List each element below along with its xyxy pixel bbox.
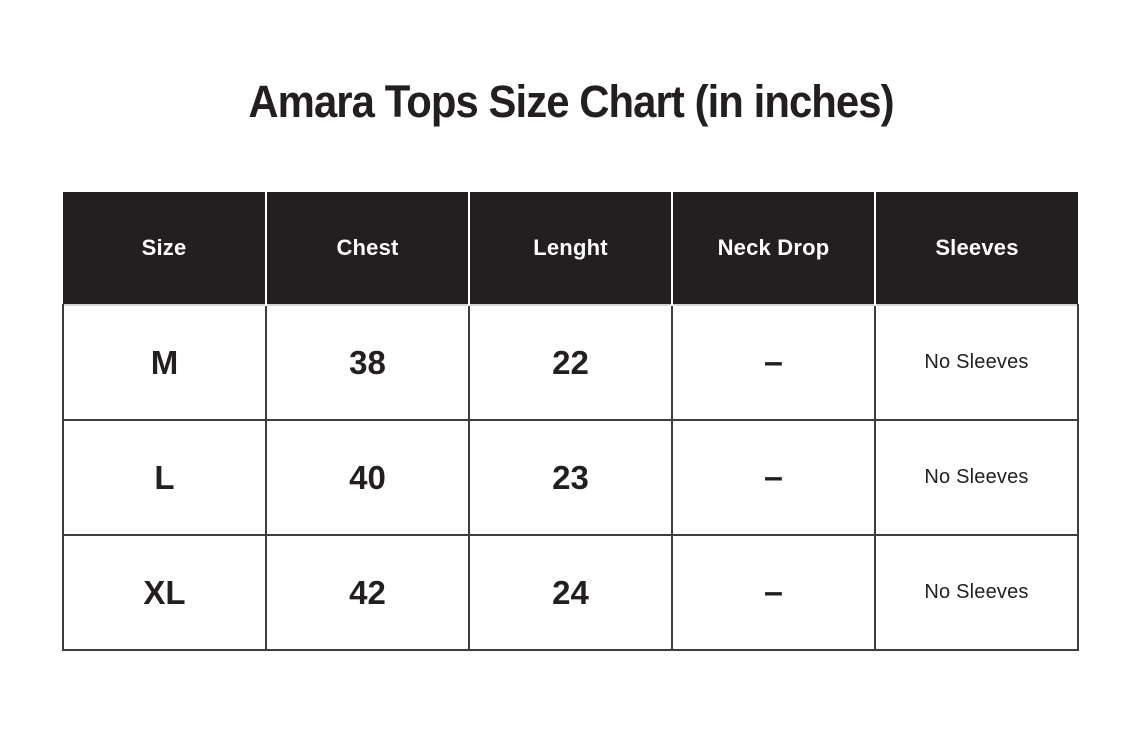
cell-length-l: 23	[468, 419, 673, 536]
column-header-size: Size	[63, 192, 267, 305]
table-row-m: M 38 22 – No Sleeves	[62, 304, 1079, 421]
column-header-chest: Chest	[266, 192, 470, 305]
column-header-neck-drop: Neck Drop	[672, 192, 876, 305]
cell-sleeves-m: No Sleeves	[874, 304, 1079, 421]
page-title: Amara Tops Size Chart (in inches)	[248, 76, 894, 127]
cell-chest-l: 40	[265, 419, 470, 536]
cell-sleeves-xl: No Sleeves	[874, 534, 1079, 651]
cell-chest-m: 38	[265, 304, 470, 421]
cell-chest-xl: 42	[265, 534, 470, 651]
table-body: M 38 22 – No Sleeves L 40 23 – No Sleeve…	[62, 304, 1079, 651]
cell-neck-drop-m: –	[671, 304, 876, 421]
cell-neck-drop-xl: –	[671, 534, 876, 651]
header-row: Size Chest Lenght Neck Drop Sleeves	[63, 192, 1078, 305]
cell-size-xl: XL	[62, 534, 267, 651]
cell-neck-drop-l: –	[671, 419, 876, 536]
table-header: Size Chest Lenght Neck Drop Sleeves	[63, 192, 1078, 305]
column-header-length: Lenght	[469, 192, 673, 305]
table-row-xl: XL 42 24 – No Sleeves	[62, 534, 1079, 651]
table-row-l: L 40 23 – No Sleeves	[62, 419, 1079, 536]
cell-length-xl: 24	[468, 534, 673, 651]
cell-size-l: L	[62, 419, 267, 536]
size-chart-table: Size Chest Lenght Neck Drop Sleeves M 38…	[62, 192, 1079, 651]
cell-sleeves-l: No Sleeves	[874, 419, 1079, 536]
cell-length-m: 22	[468, 304, 673, 421]
column-header-sleeves: Sleeves	[875, 192, 1078, 305]
cell-size-m: M	[62, 304, 267, 421]
